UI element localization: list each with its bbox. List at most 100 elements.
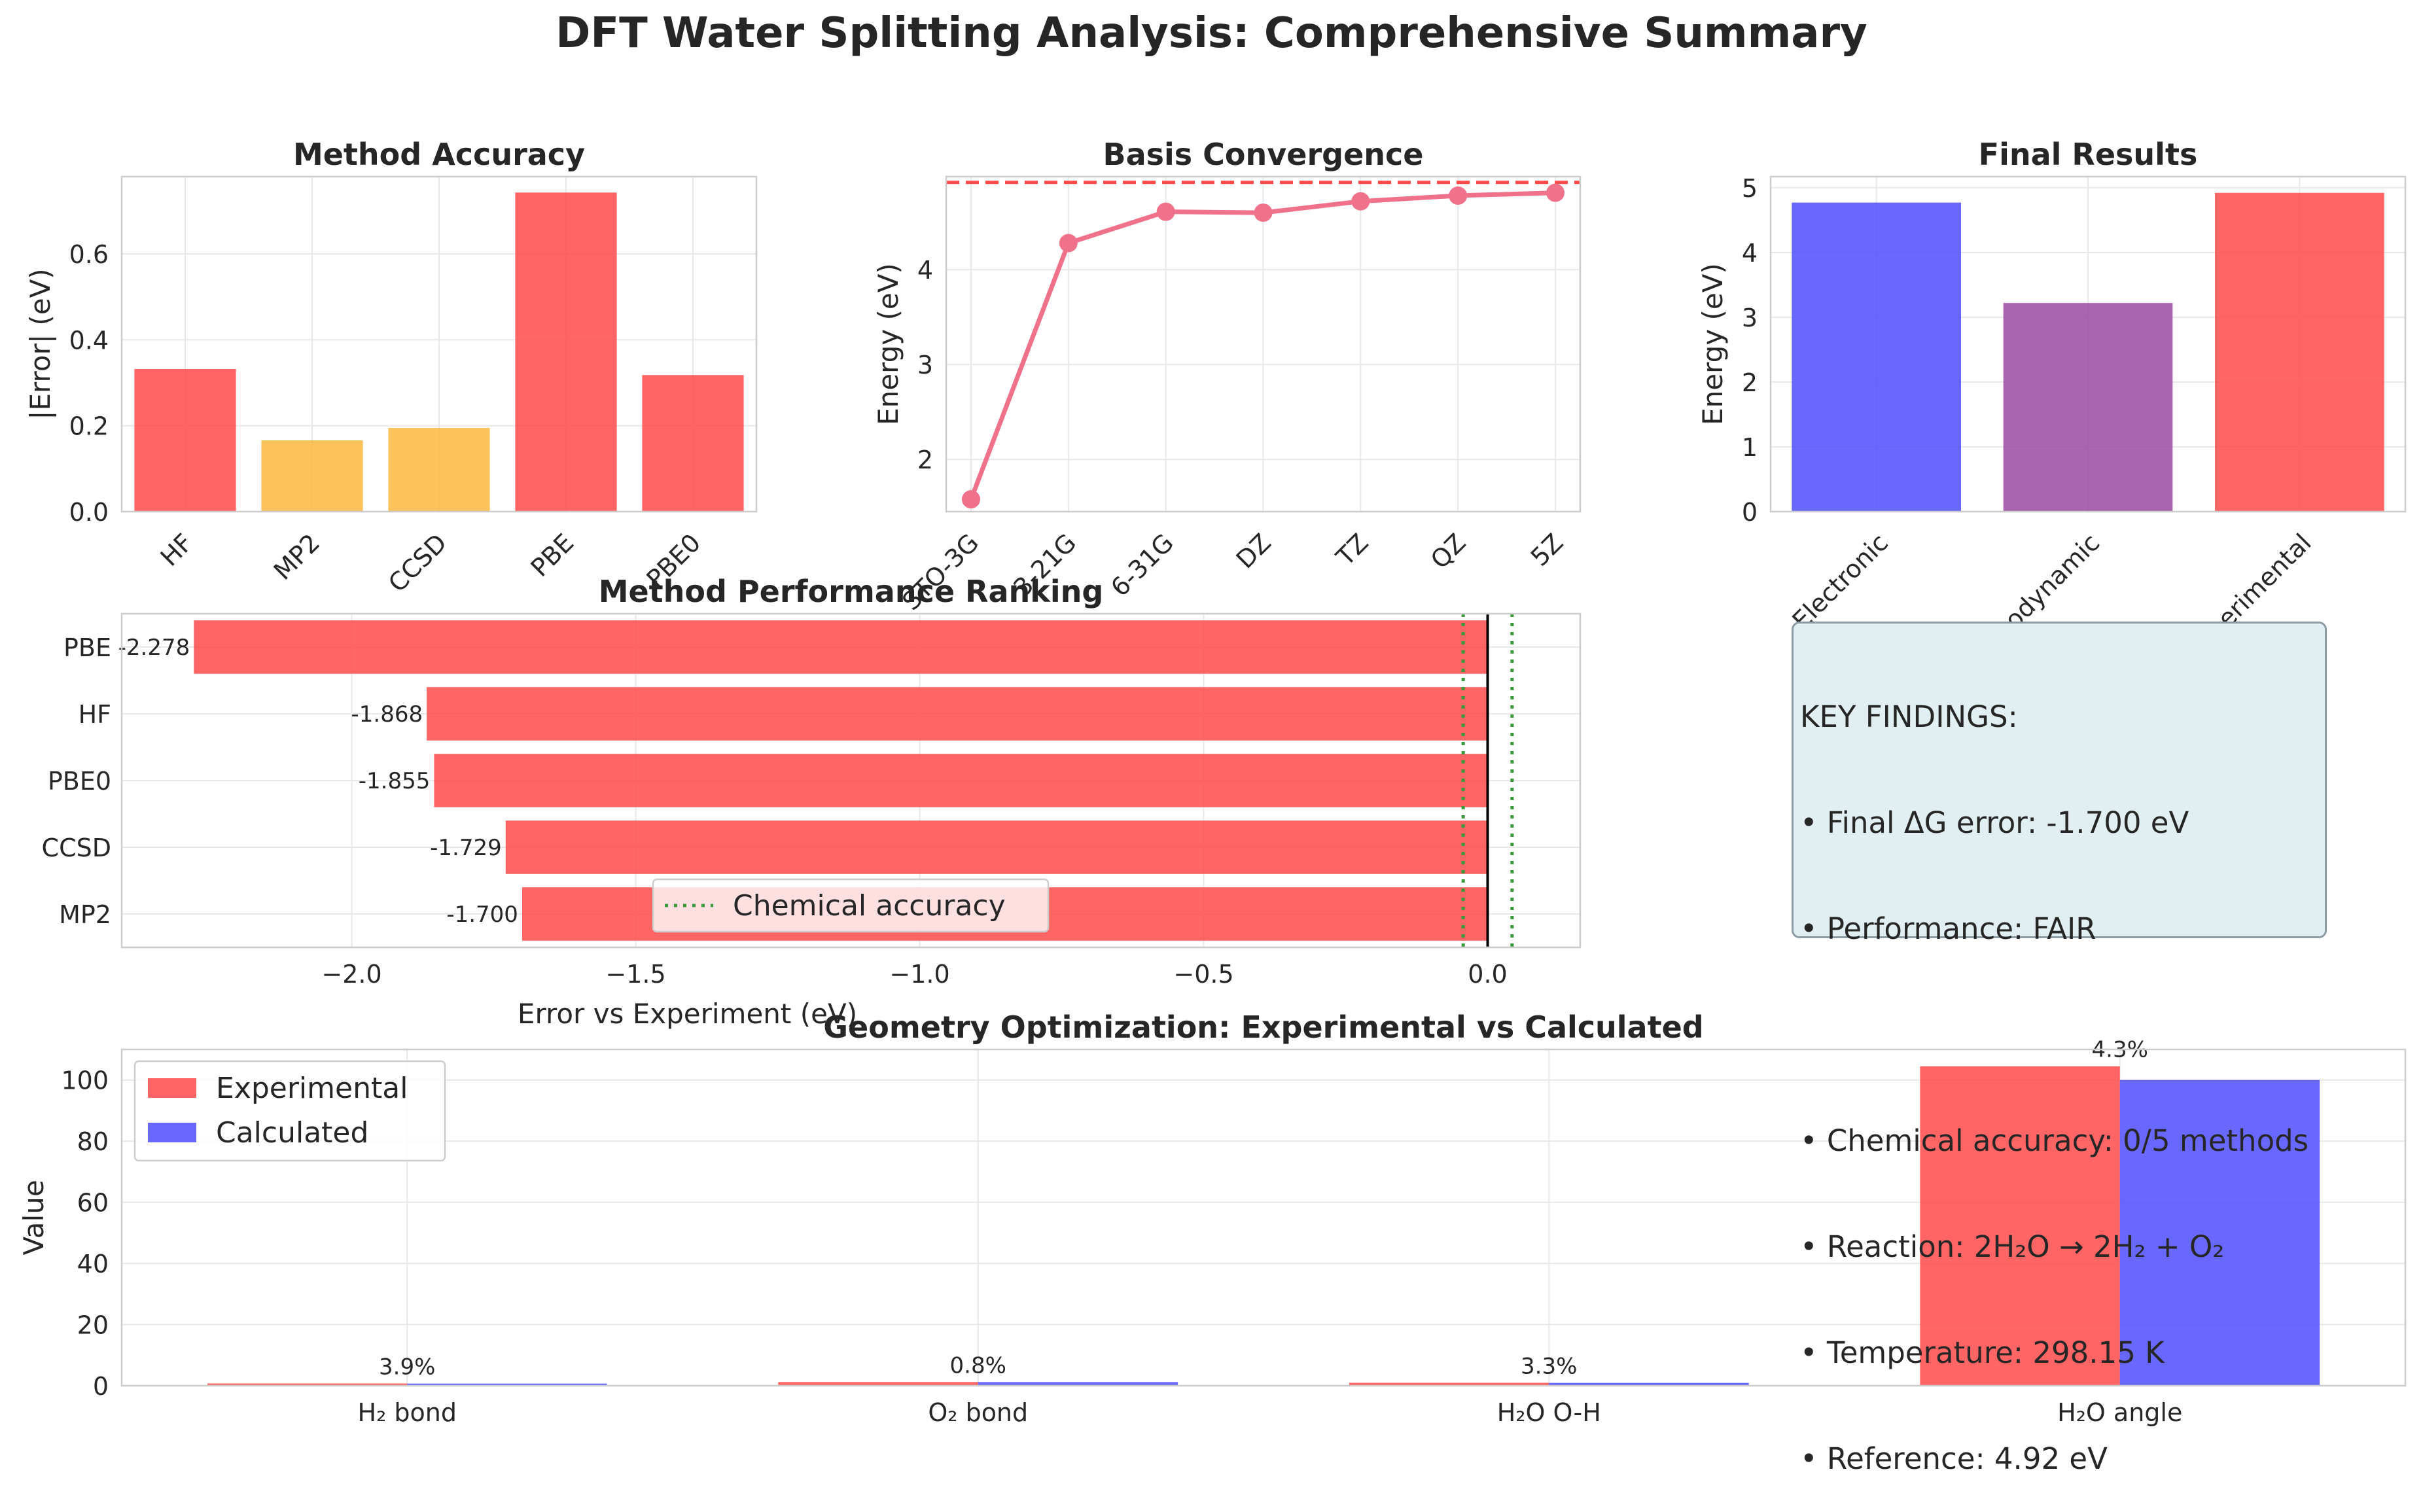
chart-title: Geometry Optimization: Experimental vs C… bbox=[823, 1010, 1703, 1045]
bar-pbe bbox=[515, 192, 617, 512]
x-tick-label: Electronic bbox=[1786, 528, 1894, 635]
chart-title: Method Accuracy bbox=[293, 137, 585, 172]
legend-label: Calculated bbox=[216, 1116, 368, 1150]
plot-frame bbox=[120, 612, 1582, 949]
y-tick-label: 3 bbox=[917, 351, 933, 379]
x-tick-label: −1.5 bbox=[605, 960, 665, 989]
x-tick-label: CCSD bbox=[383, 528, 452, 597]
bar-calculated bbox=[407, 1383, 607, 1386]
y-tick-label: 80 bbox=[77, 1127, 109, 1156]
x-axis-label: Error vs Experiment (eV) bbox=[518, 998, 857, 1030]
plot-frame bbox=[1769, 175, 2407, 513]
y-tick-label: 0 bbox=[1742, 498, 1758, 527]
x-tick-label: PBE bbox=[525, 528, 580, 582]
bar-calculated bbox=[978, 1382, 1178, 1386]
x-tick-label: DZ bbox=[1231, 528, 1277, 574]
y-tick-label: PBE0 bbox=[48, 767, 111, 796]
bar-calculated bbox=[1549, 1382, 1749, 1386]
x-tick-label: −2.0 bbox=[321, 960, 381, 989]
y-tick-label: 1 bbox=[1742, 433, 1758, 462]
key-finding-line: • Performance: FAIR bbox=[1800, 911, 2096, 946]
figure-title: DFT Water Splitting Analysis: Comprehens… bbox=[556, 9, 1867, 58]
y-tick-label: CCSD bbox=[42, 834, 111, 862]
value-label: -1.700 bbox=[446, 902, 518, 928]
x-tick-label: HF bbox=[155, 528, 199, 572]
key-findings-heading: KEY FINDINGS: bbox=[1800, 699, 2018, 734]
y-tick-label: 4 bbox=[917, 256, 933, 285]
y-tick-label: 0.4 bbox=[69, 326, 109, 355]
y-tick-label: 5 bbox=[1742, 174, 1758, 203]
bar-ccsd bbox=[388, 428, 490, 512]
x-tick-label: 6-31G bbox=[1105, 528, 1179, 602]
bar-calculated bbox=[2119, 1080, 2320, 1386]
value-label: -1.868 bbox=[351, 701, 423, 728]
annotation: 3.3% bbox=[1521, 1354, 1577, 1380]
y-tick-label: 0 bbox=[93, 1372, 109, 1401]
chart-title: Final Results bbox=[1979, 137, 2198, 172]
y-axis-label: |Error| (eV) bbox=[24, 268, 56, 419]
data-point bbox=[1449, 186, 1468, 205]
y-tick-label: 0.2 bbox=[69, 412, 109, 441]
annotation: 3.9% bbox=[379, 1354, 435, 1380]
x-tick-label: −0.5 bbox=[1173, 960, 1233, 989]
y-axis-label: Value bbox=[18, 1180, 50, 1255]
data-point bbox=[1059, 234, 1078, 253]
x-tick-label: −1.0 bbox=[889, 960, 949, 989]
bar-experimental bbox=[207, 1383, 408, 1386]
plot-frame bbox=[945, 175, 1582, 513]
plot-frame bbox=[120, 1048, 2407, 1387]
bar-hf bbox=[427, 687, 1488, 741]
y-tick-label: 4 bbox=[1742, 239, 1758, 268]
legend-box bbox=[133, 1060, 446, 1162]
x-tick-label: 0.0 bbox=[1468, 960, 1507, 989]
key-findings-box: KEY FINDINGS: • Final ΔG error: -1.700 e… bbox=[1792, 622, 2327, 1476]
data-point bbox=[1156, 202, 1175, 221]
key-finding-line bbox=[1800, 1017, 2318, 1053]
bar-thermodynamic bbox=[2003, 303, 2173, 512]
y-tick-label: 2 bbox=[917, 446, 933, 474]
chart-title: Basis Convergence bbox=[1103, 137, 1424, 172]
x-tick-label: QZ bbox=[1425, 528, 1472, 574]
y-axis-label: Energy (eV) bbox=[1697, 263, 1729, 425]
legend-swatch bbox=[148, 1123, 196, 1142]
x-tick-label: MP2 bbox=[268, 528, 326, 586]
bar-ccsd bbox=[505, 820, 1488, 874]
y-tick-label: 0.6 bbox=[69, 240, 109, 269]
key-finding-line: • Reaction: 2H₂O → 2H₂ + O₂ bbox=[1800, 1229, 2225, 1264]
y-tick-label: HF bbox=[79, 700, 111, 729]
y-tick-label: 3 bbox=[1742, 304, 1758, 332]
x-tick-label: H₂O angle bbox=[2057, 1398, 2182, 1427]
y-tick-label: 60 bbox=[77, 1189, 109, 1218]
bar-experimental bbox=[1920, 1066, 2120, 1386]
value-label: -2.278 bbox=[118, 635, 190, 661]
key-finding-line: • Reference: 4.92 eV bbox=[1800, 1441, 2108, 1476]
y-tick-label: PBE bbox=[63, 633, 111, 662]
bar-pbe0 bbox=[642, 375, 744, 512]
chart-title: Method Performance Ranking bbox=[599, 574, 1104, 609]
x-tick-label: H₂O O-H bbox=[1497, 1398, 1601, 1427]
y-tick-label: 100 bbox=[61, 1066, 109, 1095]
y-tick-label: MP2 bbox=[59, 900, 111, 929]
y-tick-label: 2 bbox=[1742, 368, 1758, 397]
key-finding-line: • Final ΔG error: -1.700 eV bbox=[1800, 805, 2189, 840]
plot-frame bbox=[120, 175, 758, 513]
legend-box bbox=[652, 878, 1050, 933]
value-label: -1.729 bbox=[430, 835, 502, 861]
data-point bbox=[962, 490, 980, 509]
bar-electronic bbox=[1792, 202, 1961, 512]
legend-label: Chemical accuracy bbox=[733, 889, 1006, 923]
y-tick-label: 40 bbox=[77, 1250, 109, 1278]
bar-experimental bbox=[778, 1382, 978, 1386]
x-tick-label: O₂ bond bbox=[928, 1398, 1028, 1427]
method-ranking-chart: −2.0 −1.5 −1.0 −0.5 0.0 PBE -2.278 HF -1.868 PBE0… bbox=[42, 574, 1582, 1030]
y-axis-label: Energy (eV) bbox=[872, 263, 904, 425]
data-point bbox=[1351, 192, 1370, 211]
data-point bbox=[1254, 203, 1273, 222]
x-tick-label: 5Z bbox=[1525, 528, 1569, 572]
data-point bbox=[1546, 183, 1565, 202]
geometry-chart: 0 20 40 60 80 100 3.9% H₂ bond 0.8% O₂ bond 3.3% H₂… bbox=[18, 1010, 2407, 1427]
